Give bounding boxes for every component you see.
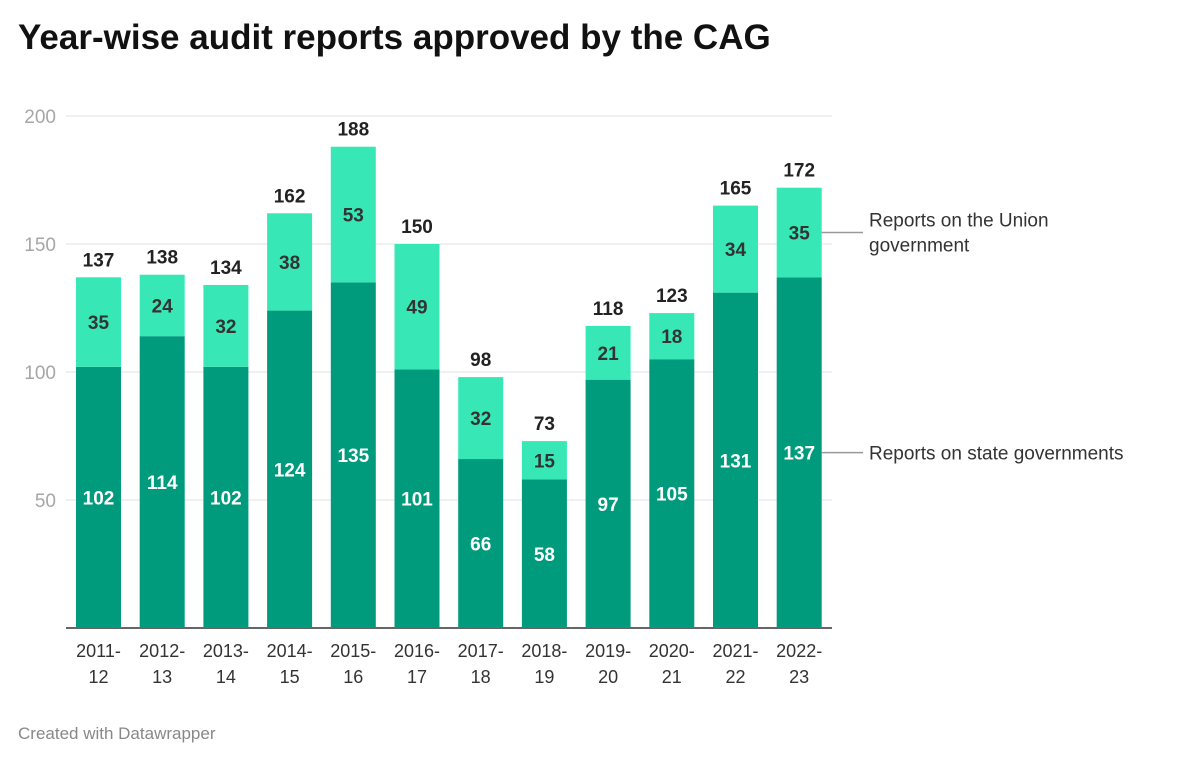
bar-union bbox=[330, 146, 376, 283]
bar-state bbox=[330, 282, 376, 628]
data-label-union: 34 bbox=[725, 240, 747, 261]
x-tick-label: 2015- bbox=[330, 641, 376, 661]
x-tick-label: 2022- bbox=[776, 641, 822, 661]
bar-state bbox=[203, 366, 249, 628]
bar-union bbox=[521, 441, 567, 480]
data-label-total: 137 bbox=[83, 250, 115, 271]
bar-state bbox=[649, 359, 695, 628]
data-label-state: 66 bbox=[470, 535, 491, 556]
x-tick-label: 2019- bbox=[585, 641, 631, 661]
data-label-total: 165 bbox=[720, 179, 752, 200]
data-label-state: 137 bbox=[783, 444, 815, 465]
bar-state bbox=[776, 277, 822, 628]
x-tick-label: 2012- bbox=[139, 641, 185, 661]
bar-union bbox=[776, 187, 822, 278]
data-label-total: 150 bbox=[401, 217, 433, 238]
data-label-total: 73 bbox=[534, 414, 555, 435]
bar-union bbox=[458, 377, 504, 460]
x-tick-label: 2018- bbox=[521, 641, 567, 661]
data-label-state: 58 bbox=[534, 545, 555, 566]
bar-union bbox=[649, 313, 695, 360]
x-tick-label: 2013- bbox=[203, 641, 249, 661]
data-label-total: 123 bbox=[656, 286, 688, 307]
x-tick-label: 13 bbox=[152, 667, 172, 687]
data-label-union: 38 bbox=[279, 253, 300, 274]
legend-label-union: Reports on the Union bbox=[869, 210, 1049, 231]
data-label-state: 135 bbox=[337, 446, 369, 467]
bar-state bbox=[394, 369, 440, 628]
x-tick-label: 2016- bbox=[394, 641, 440, 661]
data-label-union: 35 bbox=[789, 223, 811, 244]
data-label-total: 98 bbox=[470, 350, 491, 371]
bar-state bbox=[585, 379, 631, 628]
bar-union bbox=[267, 213, 313, 311]
data-label-union: 32 bbox=[470, 409, 491, 430]
y-tick-label: 100 bbox=[24, 363, 56, 384]
x-tick-label: 23 bbox=[789, 667, 809, 687]
x-tick-label: 17 bbox=[407, 667, 427, 687]
data-label-total: 162 bbox=[274, 186, 306, 207]
data-label-total: 118 bbox=[593, 299, 624, 320]
x-tick-label: 12 bbox=[88, 667, 108, 687]
bar-union bbox=[585, 325, 631, 380]
bar-state bbox=[713, 292, 758, 628]
bar-union bbox=[76, 277, 121, 367]
data-label-state: 102 bbox=[210, 488, 242, 509]
bar-union bbox=[713, 205, 758, 293]
data-label-state: 131 bbox=[720, 451, 752, 472]
data-label-union: 32 bbox=[215, 317, 236, 338]
legend-label-union: government bbox=[869, 235, 970, 256]
footer-credit: Created with Datawrapper bbox=[18, 724, 216, 743]
bar-union bbox=[139, 274, 185, 337]
bar-state bbox=[521, 479, 567, 628]
data-label-union: 15 bbox=[534, 451, 556, 472]
bar-state bbox=[76, 366, 121, 628]
data-label-total: 188 bbox=[337, 120, 369, 141]
bar-union bbox=[203, 284, 249, 367]
x-tick-label: 18 bbox=[471, 667, 491, 687]
x-tick-label: 2014- bbox=[267, 641, 313, 661]
data-label-state: 124 bbox=[274, 460, 306, 481]
data-label-total: 138 bbox=[146, 248, 178, 269]
bar-state bbox=[139, 336, 185, 628]
data-label-state: 97 bbox=[598, 495, 619, 516]
x-tick-label: 22 bbox=[725, 667, 745, 687]
data-label-union: 35 bbox=[88, 313, 110, 334]
legend-label-state: Reports on state governments bbox=[869, 444, 1124, 465]
data-label-union: 24 bbox=[152, 296, 174, 317]
data-label-state: 101 bbox=[401, 490, 433, 511]
y-tick-label: 50 bbox=[35, 491, 56, 512]
y-tick-label: 150 bbox=[24, 235, 56, 256]
bar-state bbox=[458, 459, 504, 628]
data-label-union: 21 bbox=[598, 344, 620, 365]
x-tick-label: 2020- bbox=[649, 641, 695, 661]
chart-title: Year-wise audit reports approved by the … bbox=[18, 18, 771, 57]
x-tick-label: 16 bbox=[343, 667, 363, 687]
x-tick-label: 2021- bbox=[712, 641, 758, 661]
y-tick-label: 200 bbox=[24, 107, 56, 128]
data-label-union: 53 bbox=[343, 206, 364, 227]
data-label-state: 102 bbox=[83, 488, 115, 509]
data-label-total: 134 bbox=[210, 258, 242, 279]
x-tick-label: 15 bbox=[280, 667, 300, 687]
x-tick-label: 21 bbox=[662, 667, 682, 687]
bar-state bbox=[267, 310, 313, 628]
x-tick-label: 2017- bbox=[458, 641, 504, 661]
x-tick-label: 19 bbox=[534, 667, 554, 687]
x-tick-label: 2011- bbox=[76, 641, 121, 661]
data-label-state: 114 bbox=[147, 473, 178, 494]
data-label-union: 18 bbox=[661, 327, 682, 348]
data-label-total: 172 bbox=[783, 161, 815, 182]
data-label-state: 105 bbox=[656, 485, 688, 506]
x-tick-label: 14 bbox=[216, 667, 236, 687]
bar-union bbox=[394, 244, 440, 370]
data-label-union: 49 bbox=[406, 298, 427, 319]
x-tick-label: 20 bbox=[598, 667, 618, 687]
